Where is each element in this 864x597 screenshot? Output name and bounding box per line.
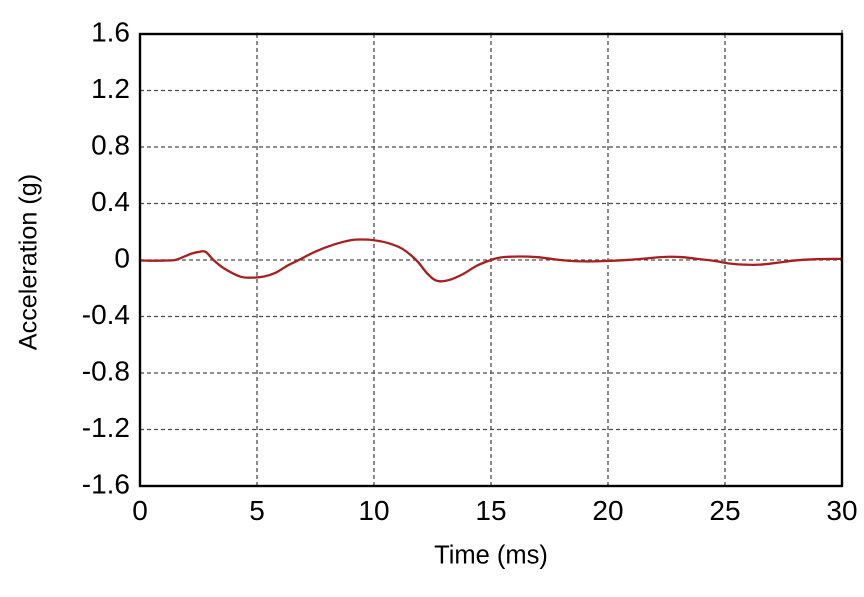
- svg-text:5: 5: [249, 495, 265, 526]
- svg-text:Acceleration (g): Acceleration (g): [15, 174, 43, 350]
- svg-text:0.8: 0.8: [91, 129, 130, 160]
- svg-text:15: 15: [475, 495, 506, 526]
- svg-text:0.4: 0.4: [91, 186, 130, 217]
- svg-text:10: 10: [358, 495, 389, 526]
- svg-text:-1.6: -1.6: [82, 468, 130, 499]
- svg-text:-1.2: -1.2: [82, 412, 130, 443]
- svg-text:-0.4: -0.4: [82, 299, 130, 330]
- svg-text:Time (ms): Time (ms): [434, 542, 548, 570]
- svg-text:1.6: 1.6: [91, 16, 130, 47]
- svg-text:0: 0: [132, 495, 148, 526]
- svg-text:-0.8: -0.8: [82, 355, 130, 386]
- svg-text:30: 30: [826, 495, 857, 526]
- svg-text:1.2: 1.2: [91, 73, 130, 104]
- svg-text:25: 25: [709, 495, 740, 526]
- svg-text:0: 0: [114, 242, 130, 273]
- svg-text:20: 20: [592, 495, 623, 526]
